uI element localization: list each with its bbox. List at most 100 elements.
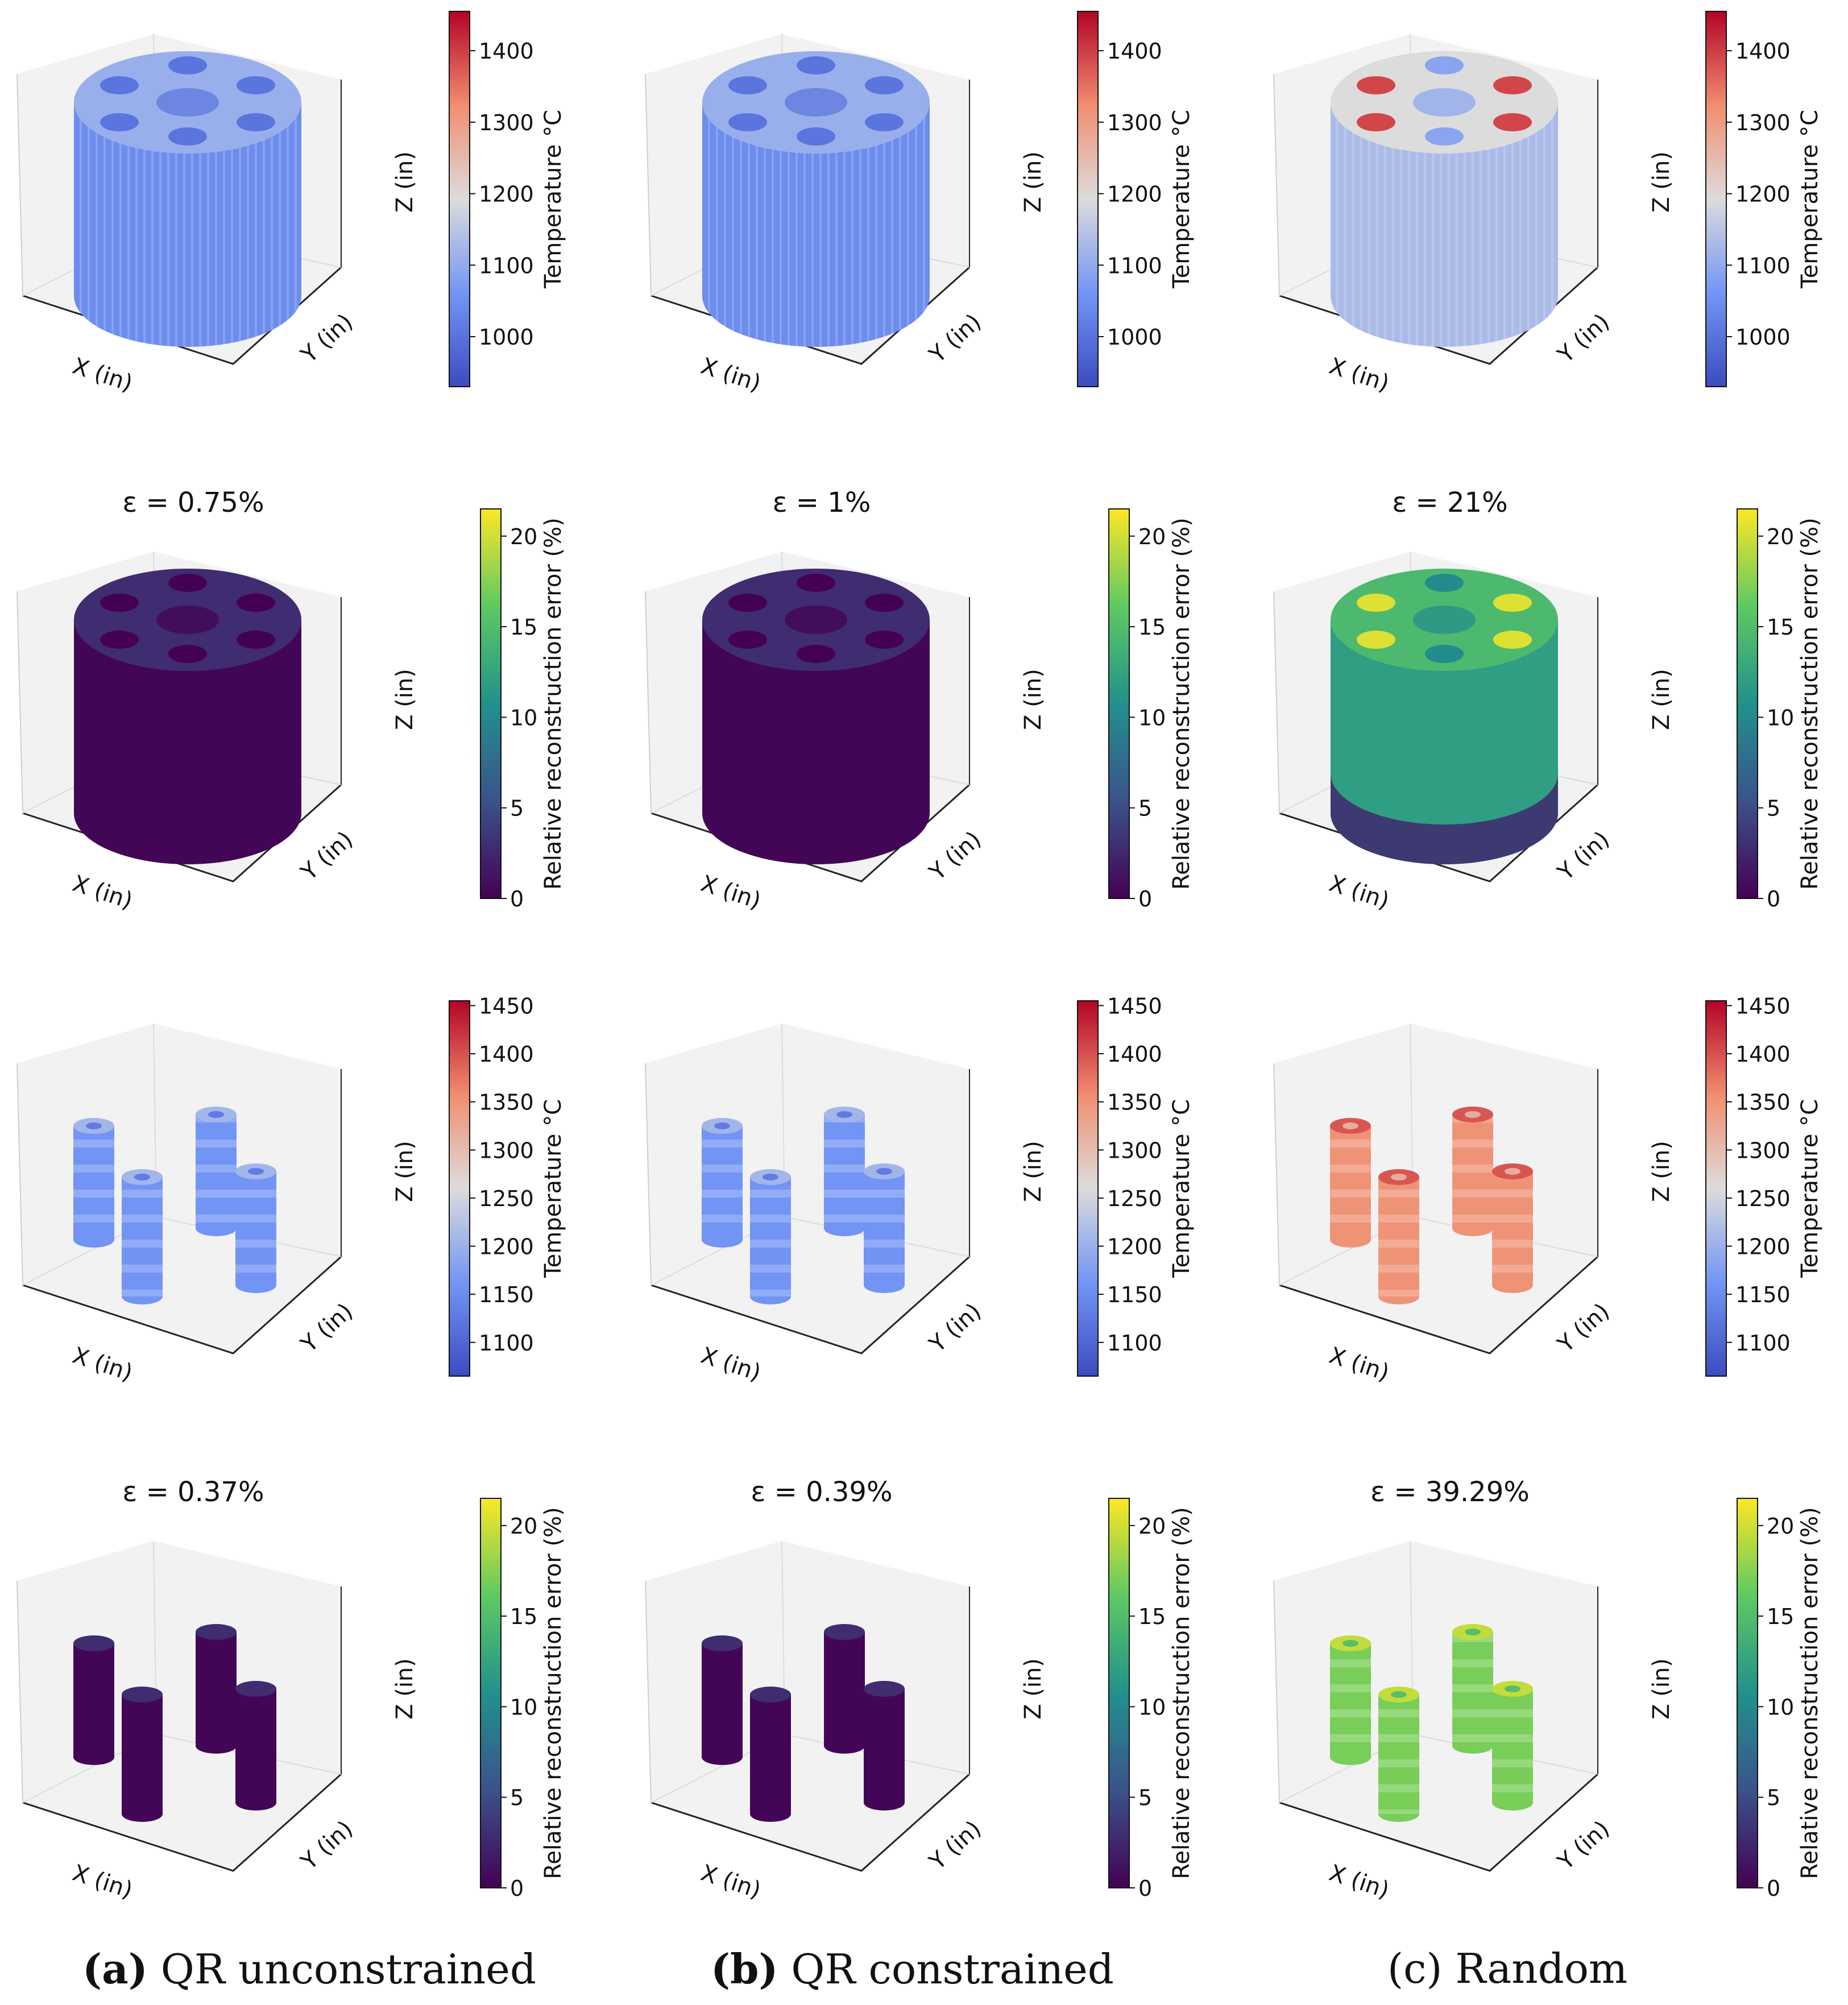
rod-bore xyxy=(1343,1640,1358,1647)
colorbar-tick-label: 5 xyxy=(1138,1786,1152,1811)
colorbar-tick-label: 15 xyxy=(1138,615,1166,640)
colorbar-tick-label: 15 xyxy=(1767,1604,1794,1629)
colorbar-label: Temperature °C xyxy=(1797,1099,1823,1278)
colorbar-label: Temperature °C xyxy=(540,1099,566,1278)
rod-bore xyxy=(1391,1691,1407,1698)
panel-r2-c1: X (in) Y (in) Z (in) ε = 0.75% 0 5 10 15 20 Relat… xyxy=(16,487,566,914)
rod-top xyxy=(864,1681,905,1697)
panel-title: ε = 1% xyxy=(773,487,871,519)
axes-edge-left xyxy=(16,591,23,814)
cylinder-center-hole xyxy=(156,606,219,634)
colorbar-tick-label: 15 xyxy=(1138,1604,1166,1629)
colorbar-tick-label: 5 xyxy=(510,1786,524,1811)
axes-edge-left xyxy=(1273,73,1280,296)
colorbar-tick-label: 10 xyxy=(1767,705,1794,730)
x-axis-label: X (in) xyxy=(69,1343,136,1386)
axes-frame xyxy=(22,1773,342,1872)
rod-bore xyxy=(876,1168,892,1175)
rod-side xyxy=(196,1632,237,1754)
colorbar-bar xyxy=(1705,11,1727,387)
caption-c-text: Random xyxy=(1455,1945,1628,1992)
cylinder-channel xyxy=(797,574,835,592)
cylinder-channel xyxy=(728,76,767,94)
colorbar-label: Relative reconstruction error (%) xyxy=(1797,1507,1823,1879)
colorbar-tick-label: 15 xyxy=(510,615,537,640)
colorbar-label: Temperature °C xyxy=(1169,110,1195,289)
colorbar: 0 5 10 15 20 Relative reconstruction error (%… xyxy=(1108,508,1195,912)
colorbar-tick-label: 15 xyxy=(1767,615,1794,640)
z-axis-label: Z (in) xyxy=(392,1658,418,1720)
colorbar-tick-label: 1300 xyxy=(1107,110,1162,135)
cylinder-channel xyxy=(1357,594,1395,612)
rod-bore xyxy=(1505,1685,1520,1692)
cylinder-channel xyxy=(168,56,207,74)
axes-pane xyxy=(645,1541,969,1871)
cylinder-channel xyxy=(865,76,904,94)
rod-bore xyxy=(1465,1111,1481,1118)
panel-r3-c2: X (in) Y (in) Z (in) 1100 1150 1200 1250 1300 13… xyxy=(645,993,1195,1386)
rod-bore xyxy=(248,1168,264,1175)
y-axis-label: Y (in) xyxy=(1552,309,1614,368)
colorbar-bar xyxy=(1705,1000,1727,1377)
z-axis-label: Z (in) xyxy=(1020,151,1046,213)
cylinder-channel xyxy=(865,113,904,131)
cylinder-channel xyxy=(1425,645,1464,663)
rod-bands xyxy=(864,1171,905,1285)
colorbar-tick-label: 1000 xyxy=(479,325,534,350)
cylinder-center-hole xyxy=(156,88,219,117)
colorbar-tick-label: 1150 xyxy=(1107,1282,1162,1307)
colorbar-tick-label: 1100 xyxy=(1107,1331,1162,1356)
x-axis-label: X (in) xyxy=(69,353,136,397)
colorbar-tick-label: 1450 xyxy=(1735,993,1791,1018)
y-axis-label: Y (in) xyxy=(924,826,986,886)
cylinder-channel xyxy=(237,76,275,94)
colorbar-tick-label: 20 xyxy=(1138,524,1166,549)
colorbar-tick-label: 1150 xyxy=(1735,1282,1791,1307)
rod-bore xyxy=(763,1174,778,1180)
panel-r4-c3: X (in) Y (in) Z (in) ε = 39.29% 0 5 10 15 20 Rela… xyxy=(1273,1476,1823,1904)
axes-edge-left xyxy=(645,1063,652,1286)
colorbar-tick-label: 1400 xyxy=(1735,1042,1791,1067)
rod-side xyxy=(122,1695,163,1822)
colorbar: 1000 1100 1200 1300 1400 Temperature °C xyxy=(449,11,566,387)
cylinder-channel xyxy=(797,127,835,146)
colorbar-tick-label: 1000 xyxy=(1107,325,1162,350)
colorbar: 0 5 10 15 20 Relative reconstruction error (%… xyxy=(480,1498,566,1901)
rod-side xyxy=(824,1632,865,1754)
colorbar-tick-label: 1100 xyxy=(479,253,534,278)
axes-frame xyxy=(22,1256,342,1354)
axes-frame xyxy=(650,1256,971,1354)
panel-r4-c2: X (in) Y (in) Z (in) ε = 0.39% 0 5 10 15 20 Relat… xyxy=(645,1476,1195,1904)
y-axis-label: Y (in) xyxy=(1552,1298,1614,1358)
panel-r1-c2: X (in) Y (in) Z (in) 1000 1100 1200 1300 1400 Te… xyxy=(645,11,1195,397)
rod-top xyxy=(235,1681,276,1697)
x-axis-label: X (in) xyxy=(69,1860,136,1904)
colorbar-tick-label: 1100 xyxy=(1107,253,1162,278)
cylinder-center-hole xyxy=(1413,88,1476,117)
colorbar-tick-label: 1450 xyxy=(1107,993,1162,1018)
cylinder-channel xyxy=(865,594,904,612)
rod-bore xyxy=(1505,1168,1520,1175)
colorbar-tick-label: 1250 xyxy=(1735,1186,1791,1211)
colorbar-tick-label: 1100 xyxy=(479,1331,534,1356)
axes-frame xyxy=(1279,1773,1599,1872)
colorbar-tick-label: 5 xyxy=(1138,796,1152,821)
colorbar-tick-label: 1200 xyxy=(1735,182,1791,207)
colorbar-tick-label: 10 xyxy=(1767,1695,1794,1720)
colorbar: 0 5 10 15 20 Relative reconstruction error (%… xyxy=(1737,1498,1823,1901)
colorbar-bar xyxy=(480,1498,502,1888)
caption-b: (b) QR constrained xyxy=(711,1945,1114,1993)
cylinder-side xyxy=(74,620,301,864)
colorbar: 1000 1100 1200 1300 1400 Temperature °C xyxy=(1705,11,1823,387)
colorbar-label: Relative reconstruction error (%) xyxy=(1797,517,1823,889)
panel-title: ε = 21% xyxy=(1392,487,1507,519)
z-axis-label: Z (in) xyxy=(1020,669,1046,730)
colorbar-tick-label: 1200 xyxy=(479,182,534,207)
cylinder-side xyxy=(1331,620,1558,864)
cylinder-channel xyxy=(237,113,275,131)
rod-bands xyxy=(196,1115,237,1228)
colorbar-tick-label: 1200 xyxy=(1107,182,1162,207)
panel-r1-c1: X (in) Y (in) Z (in) 1000 1100 1200 1300 1400 Te… xyxy=(16,11,566,397)
panel-r2-c2: X (in) Y (in) Z (in) ε = 1% 0 5 10 15 20 Relative… xyxy=(645,487,1195,914)
